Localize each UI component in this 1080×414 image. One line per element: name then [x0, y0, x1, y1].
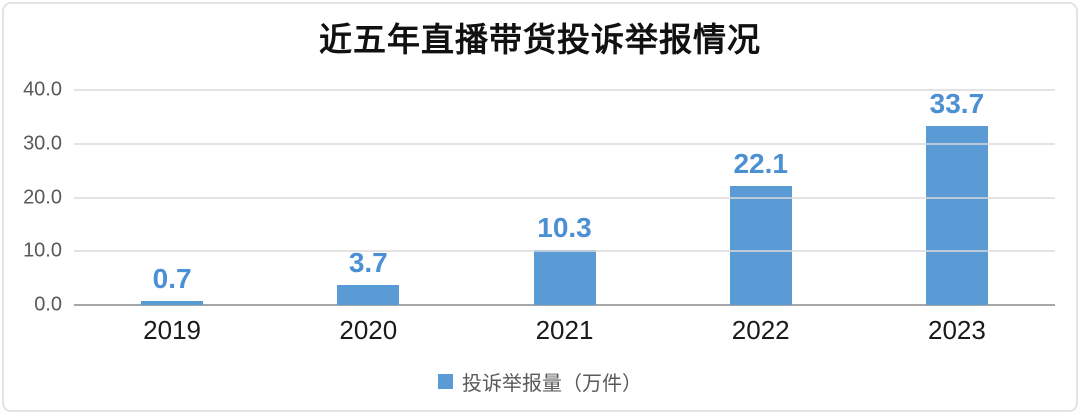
x-axis-baseline	[74, 304, 1055, 306]
plot-area: 0.7 3.7 10.3 22.1 33.7	[74, 89, 1055, 306]
bar-slot: 3.7	[270, 90, 466, 305]
bar-value-label: 22.1	[733, 148, 788, 180]
bar-value-label: 10.3	[537, 211, 592, 243]
x-axis-category-label: 2021	[535, 315, 594, 345]
x-axis-category-label: 2020	[339, 315, 398, 345]
bar-2020	[337, 285, 400, 305]
bar-slot: 10.3	[466, 90, 662, 305]
chart-title: 近五年直播带货投诉举报情况	[319, 23, 761, 59]
bar-value-label: 3.7	[348, 247, 388, 279]
gridline	[74, 196, 1055, 199]
gridline	[74, 142, 1055, 145]
bar-slot: 33.7	[859, 90, 1055, 305]
x-axis-category-label: 2023	[927, 315, 986, 345]
x-axis-category-label: 2019	[143, 315, 202, 345]
bar-2023	[925, 126, 988, 305]
y-axis-tick-label: 20.0	[23, 186, 62, 208]
x-axis-category-label: 2022	[731, 315, 790, 345]
y-axis-tick-label: 10.0	[23, 239, 62, 262]
bar-value-label: 0.7	[152, 263, 192, 295]
bar-slot: 0.7	[74, 90, 270, 305]
bar-slot: 22.1	[663, 90, 859, 305]
y-axis-tick-label: 40.0	[23, 78, 62, 101]
gridline	[74, 250, 1055, 253]
legend-label: 投诉举报量（万件）	[462, 373, 642, 395]
legend-swatch-icon	[438, 374, 453, 389]
y-axis-tick-label: 0.0	[34, 293, 62, 316]
bar-2019	[141, 301, 204, 305]
bar-series: 0.7 3.7 10.3 22.1 33.7	[74, 90, 1055, 305]
y-axis-tick-label: 30.0	[23, 132, 62, 155]
bar-value-label: 33.7	[929, 88, 985, 119]
bar-2022	[729, 186, 792, 305]
x-axis: 2019 2020 2021 2022 2023	[74, 315, 1055, 346]
bar-2021	[533, 249, 596, 305]
y-axis: 0.0 10.0 20.0 30.0 40.0	[4, 79, 62, 316]
gridline	[74, 89, 1055, 91]
legend: 投诉举报量（万件）	[4, 367, 1076, 396]
